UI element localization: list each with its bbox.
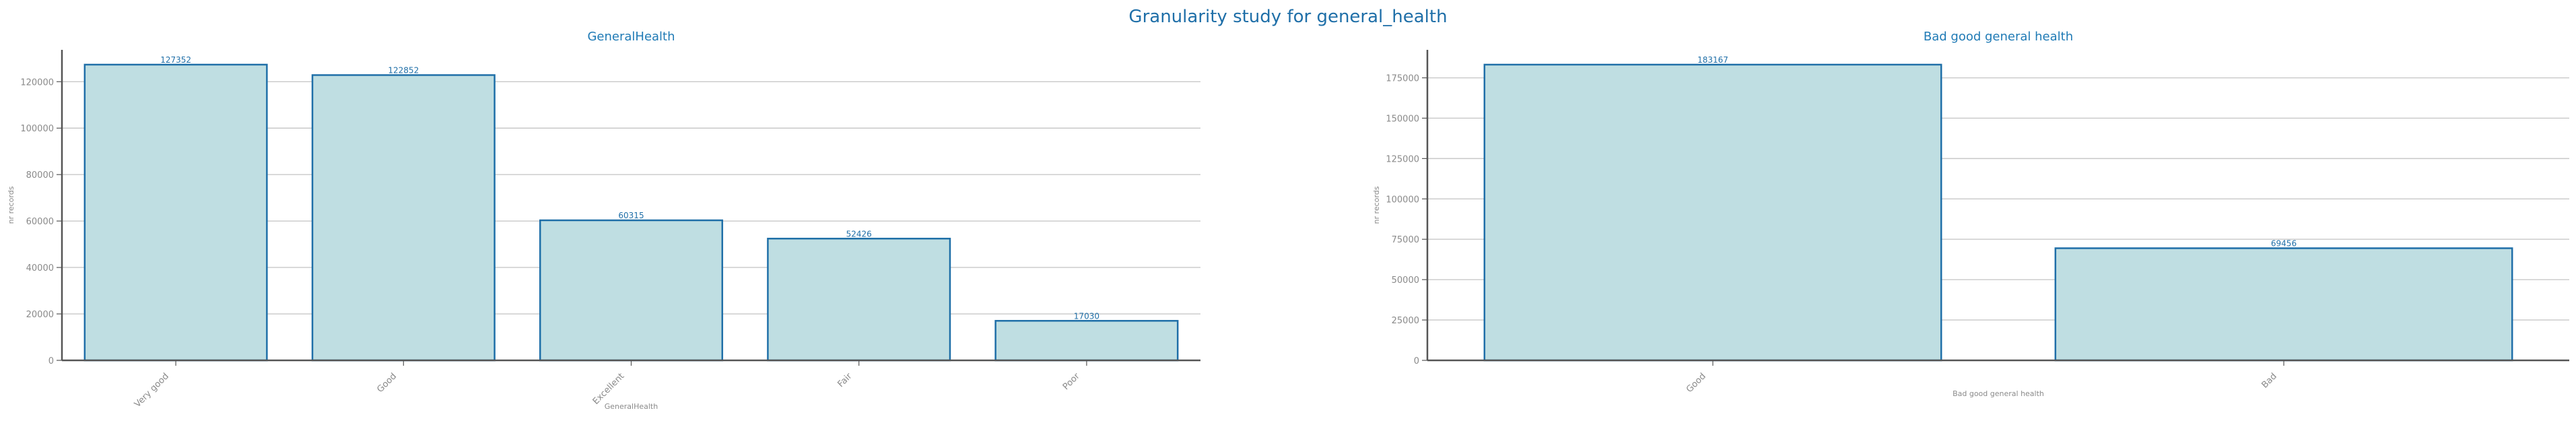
y-tick-label: 0 — [1414, 356, 1419, 366]
data-label-bad: 69456 — [2271, 239, 2297, 249]
x-axis-label: GeneralHealth — [605, 402, 658, 411]
bar-very-good — [83, 63, 268, 362]
subplot-title: Bad good general health — [1924, 30, 2073, 44]
x-tick-label-excellent: Excellent — [591, 371, 627, 407]
x-tick-label-good: Good — [1685, 371, 1708, 395]
x-tick-label-poor: Poor — [1061, 371, 1082, 392]
y-axis-label: nr records — [7, 186, 15, 224]
chart-general-health: GeneralHealth 0 20000 40000 60000 80000 100000… — [7, 30, 1200, 411]
chart-bad-good-general-health: Bad good general health 0 25000 50000 75000 1… — [1372, 30, 2569, 398]
bar-poor — [994, 320, 1179, 362]
y-tick-label: 25000 — [1392, 316, 1419, 326]
y-tick-label: 120000 — [20, 77, 54, 88]
y-axis-label: nr records — [1372, 186, 1381, 224]
y-tick-label: 75000 — [1392, 235, 1419, 245]
y-tick-label: 40000 — [26, 263, 54, 273]
bar-excellent — [539, 219, 724, 362]
bar-good — [1483, 63, 1942, 362]
data-label-poor: 17030 — [1074, 311, 1099, 321]
y-tick-label: 100000 — [1386, 195, 1419, 205]
x-tick-label-bad: Bad — [2260, 371, 2278, 390]
data-label-very-good: 127352 — [160, 55, 191, 65]
y-tick-label: 150000 — [1386, 114, 1419, 124]
y-tick-label: 0 — [48, 356, 54, 366]
y-tick-label: 175000 — [1386, 74, 1419, 84]
bar-good — [311, 74, 496, 362]
data-label-excellent: 60315 — [618, 211, 644, 220]
y-tick-label: 80000 — [26, 170, 54, 181]
data-label-good: 122852 — [388, 65, 419, 75]
figure-title: Granularity study for general_health — [1128, 7, 1448, 27]
subplot-title: GeneralHealth — [587, 30, 675, 44]
y-tick-label: 60000 — [26, 217, 54, 227]
x-tick-label-fair: Fair — [836, 371, 854, 389]
y-tick-label: 100000 — [20, 124, 54, 134]
y-tick-label: 125000 — [1386, 154, 1419, 164]
y-tick-label: 50000 — [1392, 275, 1419, 286]
data-label-good: 183167 — [1697, 55, 1728, 65]
y-tick-label: 20000 — [26, 310, 54, 320]
bar-fair — [767, 238, 951, 362]
x-axis-label: Bad good general health — [1953, 389, 2044, 398]
data-label-fair: 52426 — [846, 229, 872, 238]
bar-bad — [2054, 247, 2513, 362]
x-tick-label-very-good: Very good — [133, 371, 171, 410]
x-tick-label-good: Good — [375, 371, 399, 395]
